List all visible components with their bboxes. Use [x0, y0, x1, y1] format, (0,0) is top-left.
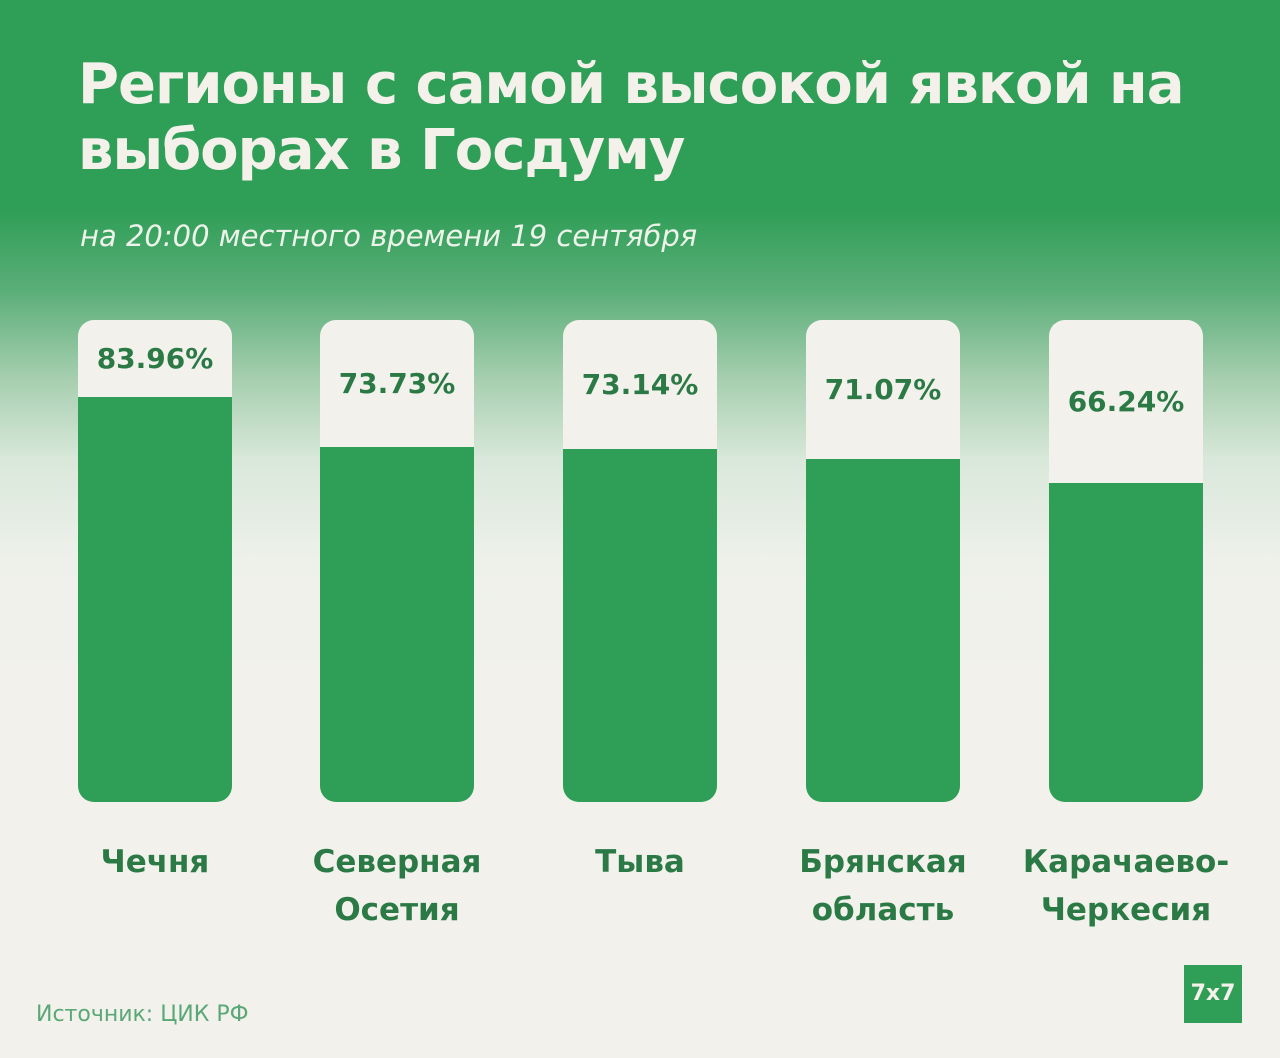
- brand-logo: 7x7: [1184, 965, 1242, 1023]
- category-label: Брянская область: [799, 844, 967, 928]
- bar-value-label: 83.96%: [96, 342, 214, 375]
- source-note: Источник: ЦИК РФ: [36, 1002, 249, 1027]
- bar: [1049, 483, 1203, 802]
- bar: [563, 449, 717, 802]
- bar-value-label: 66.24%: [1067, 385, 1185, 418]
- category-label: Северная Осетия: [312, 844, 482, 928]
- bar-value-label: 71.07%: [824, 373, 942, 406]
- bar: [806, 459, 960, 802]
- bar-value-label: 73.73%: [338, 367, 456, 400]
- bar-column: 73.14%: [563, 320, 717, 802]
- bar-value-label: 73.14%: [581, 368, 699, 401]
- bar-column: 71.07%: [806, 320, 960, 802]
- category-label: Карачаево- Черкесия: [1022, 844, 1230, 928]
- bar-column: 83.96%: [78, 320, 232, 802]
- bar: [78, 397, 232, 802]
- bar: [320, 447, 474, 802]
- category-label: Тыва: [595, 844, 685, 880]
- category-label: Чечня: [100, 844, 210, 880]
- bar-column: 73.73%: [320, 320, 474, 802]
- chart-subtitle: на 20:00 местного времени 19 сентября: [80, 219, 698, 253]
- bar-column: 66.24%: [1049, 320, 1203, 802]
- chart-title: Регионы с самой высокой явкой на выборах…: [78, 52, 1185, 183]
